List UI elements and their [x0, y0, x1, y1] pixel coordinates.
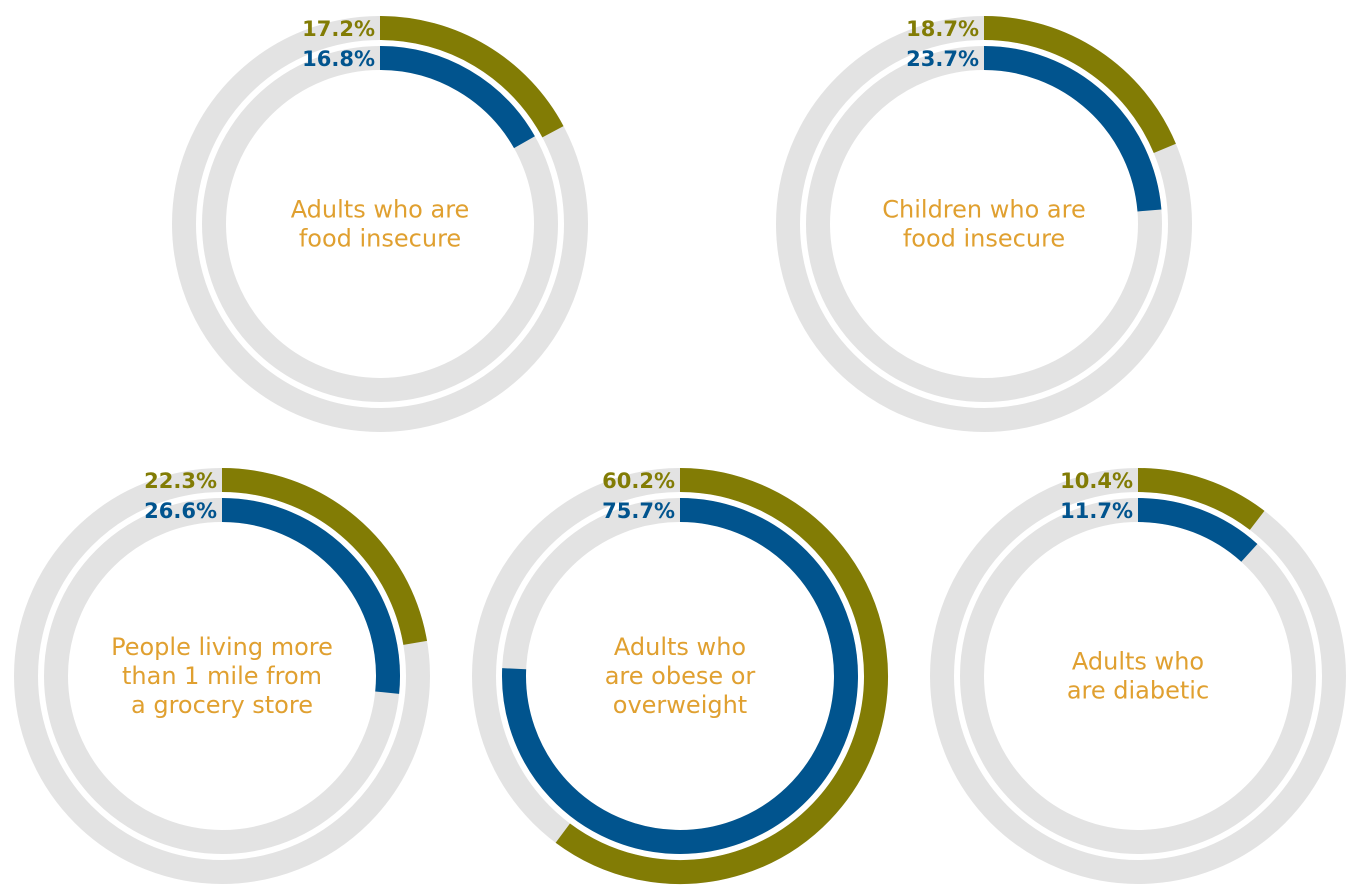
- outer-value-label: 10.4%: [1060, 469, 1133, 493]
- inner-value-label: 16.8%: [302, 47, 375, 71]
- donut-title-line: are obese or: [605, 662, 756, 690]
- donut-title-line: Adults who are: [291, 196, 470, 224]
- inner-value-arc: [983, 46, 1162, 212]
- donut-title-line: People living more: [111, 633, 333, 661]
- outer-value-arc: [221, 468, 428, 646]
- donut-title-line: a grocery store: [131, 691, 313, 719]
- donut-title-line: are diabetic: [1067, 677, 1209, 705]
- inner-value-arc: [1137, 498, 1258, 562]
- outer-value-label: 22.3%: [144, 469, 217, 493]
- inner-value-arc: [379, 46, 535, 149]
- donut-title-line: food insecure: [903, 225, 1065, 253]
- inner-value-label: 11.7%: [1060, 499, 1133, 523]
- donut-title-line: food insecure: [299, 225, 461, 253]
- inner-value-arc: [221, 498, 400, 694]
- outer-value-label: 18.7%: [906, 17, 979, 41]
- donut-title-line: Adults who: [1072, 648, 1204, 676]
- inner-value-label: 26.6%: [144, 499, 217, 523]
- donut-title-line: Children who are: [882, 196, 1085, 224]
- inner-value-label: 23.7%: [906, 47, 979, 71]
- donut-title-line: overweight: [613, 691, 747, 719]
- donut-title-line: Adults who: [614, 633, 746, 661]
- inner-value-arc: [502, 498, 858, 854]
- inner-value-label: 75.7%: [602, 499, 675, 523]
- outer-value-arc: [983, 16, 1176, 154]
- outer-value-arc: [555, 468, 888, 884]
- outer-value-label: 17.2%: [302, 17, 375, 41]
- outer-value-arc: [1137, 468, 1265, 531]
- donut-title-line: than 1 mile from: [122, 662, 322, 690]
- outer-value-arc: [379, 16, 564, 138]
- outer-value-label: 60.2%: [602, 469, 675, 493]
